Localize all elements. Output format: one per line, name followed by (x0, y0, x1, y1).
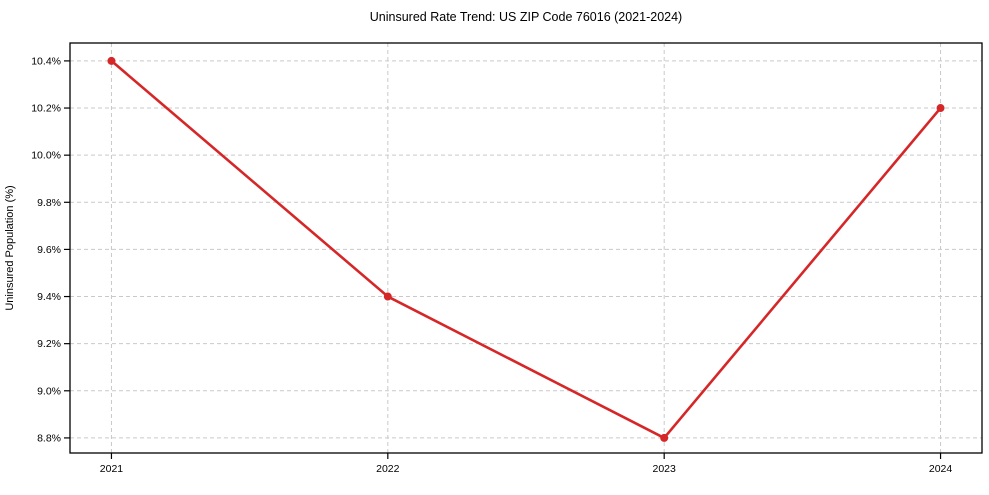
y-tick-label: 9.8% (37, 197, 61, 209)
x-tick-label: 2022 (376, 463, 400, 475)
data-point (936, 104, 945, 113)
data-point (383, 292, 392, 301)
x-tick-label: 2023 (653, 463, 677, 475)
y-tick-label: 8.8% (37, 432, 61, 444)
y-tick-label: 9.0% (37, 385, 61, 397)
plot-area: 8.8% 9.0% 9.2% 9.4% 9.6% 9.8% 10.0% 10.2% 10.4% 2… (31, 42, 983, 475)
chart-title: Uninsured Rate Trend: US ZIP Code 76016 … (370, 10, 682, 24)
y-tick-label: 10.0% (31, 150, 61, 162)
plot-frame (69, 42, 983, 454)
x-tick-label: 2021 (100, 463, 124, 475)
data-point (107, 56, 116, 65)
y-tick-label: 9.6% (37, 244, 61, 256)
data-point (660, 433, 669, 442)
y-tick-label: 9.4% (37, 291, 61, 303)
y-tick-label: 10.4% (31, 55, 61, 67)
x-tick-label: 2024 (929, 463, 953, 475)
y-axis-label: Uninsured Population (%) (4, 185, 16, 310)
trend-line (110, 59, 942, 440)
y-tick-label: 10.2% (31, 103, 61, 115)
y-tick-label: 9.2% (37, 338, 61, 350)
